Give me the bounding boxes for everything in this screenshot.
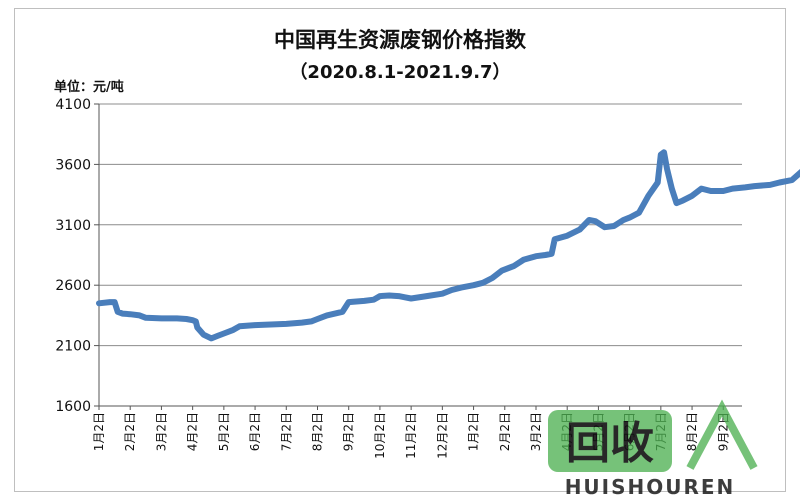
gridlines (94, 103, 742, 407)
ytick-label: 2100 (55, 339, 91, 355)
ytick-label: 2600 (55, 278, 91, 294)
xtick-label: 3月2日 (154, 412, 168, 451)
unit-label: 单位：元/吨 (54, 80, 124, 95)
xtick-label: 10月2日 (373, 412, 387, 459)
series-layer (96, 149, 800, 342)
watermark-peak-icon (686, 399, 758, 470)
y-tick-labels: 1600 2100 2600 3100 3600 4100 (55, 97, 91, 415)
xtick-label: 5月2日 (217, 412, 231, 451)
xtick-label: 6月2日 (248, 412, 262, 451)
xtick-label: 7月2日 (279, 412, 293, 451)
watermark-en-text: HUISHOUREN (565, 475, 736, 499)
ytick-label: 4100 (55, 97, 91, 113)
xtick-label: 1月2日 (92, 412, 106, 451)
ytick-label: 3100 (55, 218, 91, 234)
xtick-label: 9月2日 (342, 412, 356, 451)
xtick-label: 11月2日 (404, 412, 418, 459)
xtick-label: 3月2日 (529, 412, 543, 451)
series-line-price-index (96, 149, 800, 342)
chart-subtitle: （2020.8.1-2021.9.7） (289, 62, 511, 83)
xtick-label: 2月2日 (498, 412, 512, 451)
ytick-label: 1600 (55, 399, 91, 415)
xtick-label: 4月2日 (186, 412, 200, 451)
xtick-label: 12月2日 (435, 412, 449, 459)
xtick-label: 1月2日 (467, 412, 481, 451)
watermark-logo: 回收 HUISHOUREN (548, 399, 758, 499)
watermark-cn-text: 回收 (566, 418, 654, 469)
ytick-label: 3600 (55, 157, 91, 173)
xtick-label: 8月2日 (685, 412, 699, 451)
chart-title: 中国再生资源废钢价格指数 (274, 28, 526, 52)
xtick-label: 2月2日 (123, 412, 137, 451)
xtick-label: 8月2日 (310, 412, 324, 451)
axes (98, 104, 742, 410)
watermark-box-icon (548, 410, 672, 472)
